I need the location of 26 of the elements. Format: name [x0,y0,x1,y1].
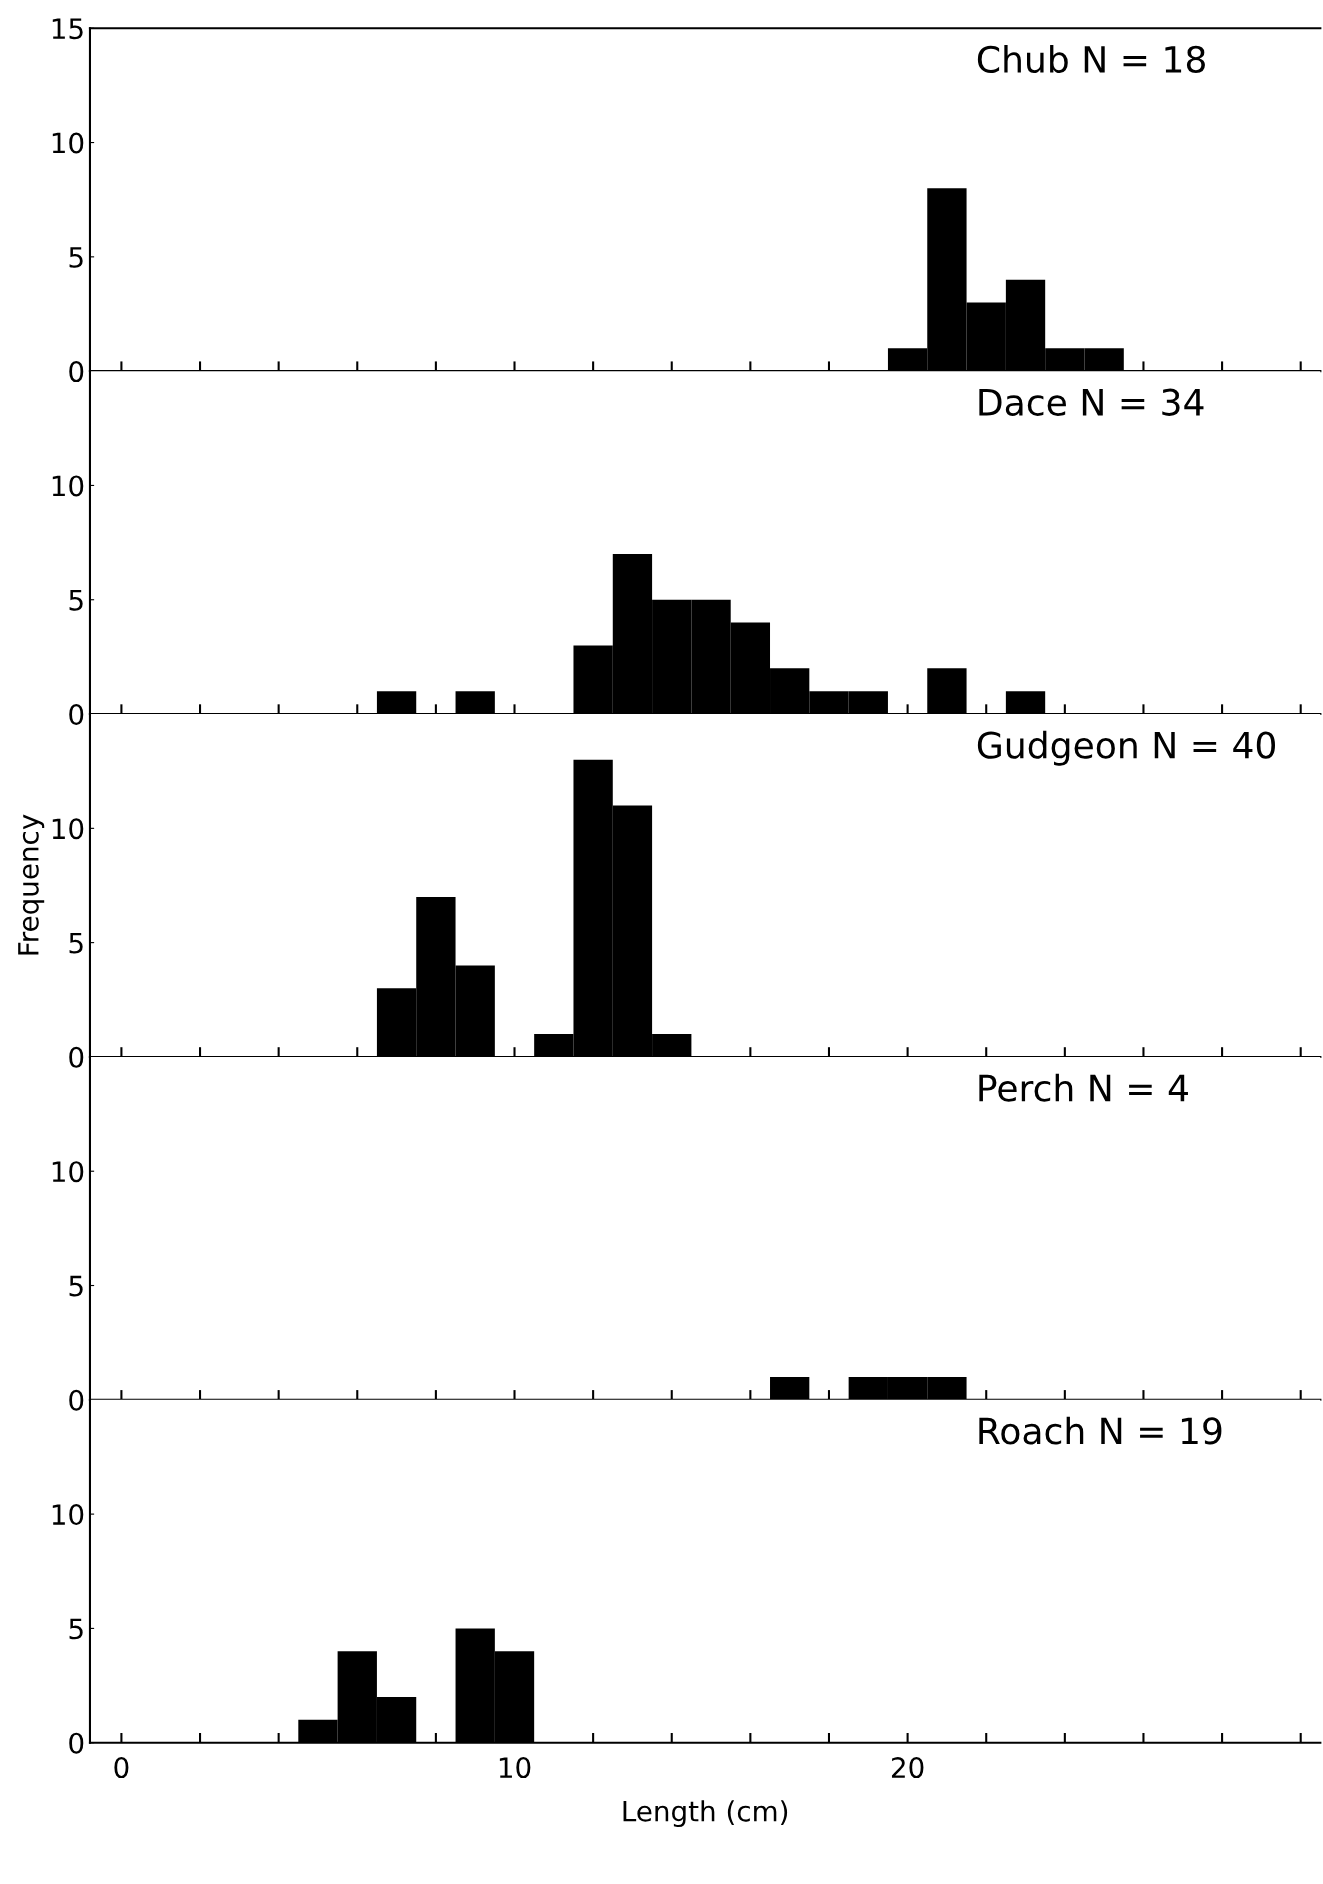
y-tick-label: 10 [52,132,84,154]
annotation: Gudgeon N = 40 [977,730,1276,766]
annotation: Chub N = 18 [977,45,1205,74]
y-tick-label: 10 [52,818,84,840]
x-tick-label: 0 [114,1757,129,1779]
y-tick-label: 5 [69,590,83,611]
y-tick-label: 0 [69,1389,84,1411]
y-tick-label: 0 [69,703,84,725]
y-tick-label: 0 [69,1732,84,1754]
y-tick-label: 10 [52,475,84,497]
y-tick-label: 10 [52,1161,84,1183]
x-tick-label: 20 [891,1757,924,1779]
annotation: Perch N = 4 [979,1073,1188,1102]
x-axis-title: Length (cm) [623,1800,788,1828]
annotation: Dace N = 34 [979,388,1204,416]
annotation: Roach N = 19 [979,1416,1222,1445]
y-tick-label: 0 [69,1046,84,1068]
y-tick-label: 5 [69,932,83,954]
y-tick-label: 10 [52,1504,84,1526]
x-tick-label: 10 [499,1757,531,1779]
y-tick-label: 15 [52,18,83,40]
y-tick-label: 5 [69,1275,83,1297]
y-tick-label: 5 [69,247,83,268]
y-tick-label: 5 [69,1618,83,1640]
y-axis-title: Frequency [18,814,45,955]
y-tick-label: 0 [69,361,84,383]
